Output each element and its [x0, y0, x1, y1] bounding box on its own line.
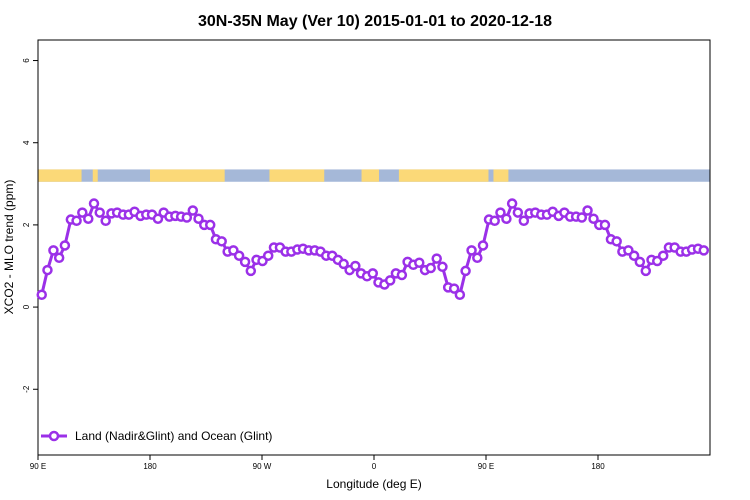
data-point-9	[88, 198, 100, 209]
y-tick-label-2: 2	[22, 222, 31, 227]
data-point-57	[367, 268, 379, 279]
legend: Land (Nadir&Glint) and Ocean (Glint)	[41, 429, 272, 443]
x-axis: 90 E 180 90 W 0 90 E 180	[30, 455, 605, 471]
strip-land-1	[92, 169, 98, 182]
strip-land-4	[361, 169, 379, 182]
data-point-62	[396, 269, 408, 281]
strip-land-6	[493, 169, 509, 182]
plot-frame	[37, 39, 711, 456]
strip-land-0	[38, 169, 82, 182]
x-tick-label-1: 180	[143, 462, 157, 471]
data-point-99	[611, 236, 622, 247]
data-point-1	[42, 264, 53, 276]
chart-title: 30N-35N May (Ver 10) 2015-01-01 to 2020-…	[198, 13, 552, 30]
data-point-80	[501, 213, 512, 224]
strip-land-2	[150, 169, 225, 182]
data-point-36	[245, 265, 257, 277]
data-point-25	[181, 212, 193, 223]
data-point-10	[94, 207, 105, 218]
data-point-68	[431, 253, 442, 264]
x-tick-label-3: 0	[372, 462, 377, 471]
data-point-95	[588, 213, 599, 224]
data-point-114	[698, 245, 710, 256]
data-point-76	[477, 240, 489, 251]
data-point-34	[233, 250, 245, 261]
data-point-102	[628, 250, 640, 261]
strip-land-3	[269, 169, 325, 182]
data-point-94	[582, 205, 593, 216]
data-point-6	[71, 215, 82, 227]
x-axis-label: Longitude (deg E)	[326, 477, 421, 491]
data-point-26	[187, 205, 199, 216]
data-point-78	[489, 215, 500, 227]
data-point-83	[518, 215, 530, 227]
data-point-81	[506, 198, 518, 209]
data-point-97	[599, 219, 611, 231]
data-point-72	[454, 289, 466, 301]
x-tick-label-4: 90 E	[478, 462, 494, 471]
data-point-39	[262, 250, 274, 261]
data-point-11	[100, 215, 111, 227]
surface-strip	[38, 169, 710, 182]
data-point-74	[466, 245, 477, 256]
data-point-0	[36, 289, 47, 301]
data-point-20	[152, 213, 164, 224]
data-point-2	[48, 245, 59, 256]
data-point-54	[350, 260, 361, 272]
data-point-4	[59, 240, 71, 251]
data-point-73	[460, 265, 471, 277]
data-point-65	[414, 257, 425, 268]
data-point-82	[512, 207, 524, 218]
legend-marker	[48, 430, 60, 442]
data-point-31	[216, 236, 227, 247]
data-point-7	[77, 207, 88, 218]
x-tick-label-5: 180	[591, 462, 605, 471]
data-point-3	[53, 252, 65, 264]
data-point-103	[634, 256, 646, 268]
y-tick-label-3: 4	[22, 140, 31, 145]
data-point-29	[204, 219, 216, 231]
data-point-75	[472, 252, 483, 264]
data-point-52	[338, 258, 349, 270]
data-point-69	[437, 261, 448, 273]
data-point-27	[193, 213, 204, 224]
data-point-35	[239, 256, 251, 268]
y-axis-label: XCO2 - MLO trend (ppm)	[2, 180, 16, 315]
series-layer	[36, 198, 710, 301]
data-point-67	[425, 262, 436, 274]
x-tick-label-2: 90 W	[253, 462, 272, 471]
data-point-107	[657, 250, 669, 261]
x-tick-label-0: 90 E	[30, 462, 46, 471]
data-point-60	[384, 275, 396, 286]
y-tick-label-1: 0	[22, 304, 31, 309]
y-tick-label-4: 6	[22, 58, 31, 63]
data-point-71	[448, 283, 460, 294]
data-point-104	[640, 265, 652, 277]
data-point-79	[495, 207, 506, 218]
data-point-93	[576, 212, 588, 223]
y-tick-label-0: -2	[22, 385, 31, 393]
strip-land-5	[398, 169, 489, 182]
legend-label: Land (Nadir&Glint) and Ocean (Glint)	[75, 429, 272, 443]
data-point-8	[83, 213, 94, 224]
y-axis: -2 0 2 4 6	[22, 58, 38, 393]
